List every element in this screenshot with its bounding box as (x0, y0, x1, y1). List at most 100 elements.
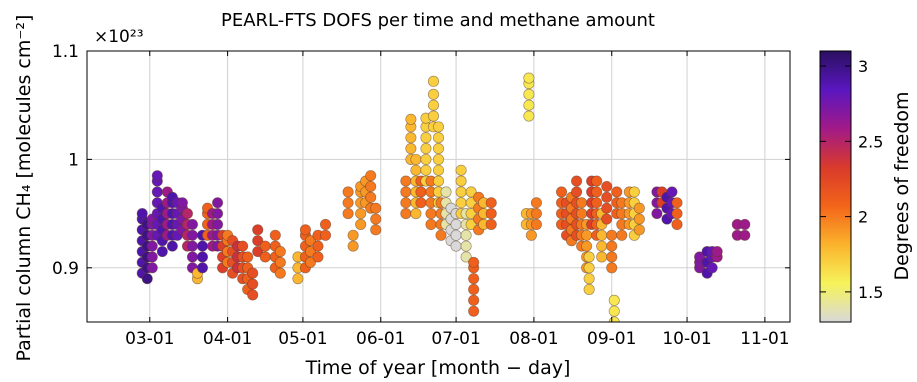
data-point (420, 143, 432, 155)
data-point (530, 197, 542, 209)
data-point (365, 180, 377, 193)
data-point (319, 229, 332, 241)
data-point (435, 229, 447, 241)
data-point (427, 110, 440, 122)
plot-frame (86, 50, 791, 323)
data-point (468, 283, 480, 296)
data-point (299, 224, 311, 236)
data-point (136, 208, 148, 220)
data-point (400, 175, 412, 187)
data-point (432, 164, 445, 176)
data-point (465, 197, 477, 209)
data-point (274, 256, 286, 268)
data-point (432, 132, 445, 144)
data-point (583, 251, 595, 263)
data-point (460, 240, 472, 252)
data-point (146, 251, 158, 263)
data-point (671, 197, 683, 209)
data-point (312, 240, 324, 252)
data-point (237, 240, 249, 252)
data-point (606, 262, 618, 274)
data-point (247, 267, 259, 279)
data-point (405, 113, 417, 125)
data-point (706, 262, 718, 274)
data-point (611, 186, 623, 198)
data-point (365, 170, 377, 182)
y-axis-label: Partial column CH₄ [molecules cm⁻²] (13, 15, 35, 362)
data-point (633, 224, 645, 236)
colorbar-tick-label: 3 (858, 57, 868, 76)
data-point (671, 208, 683, 220)
data-point (252, 245, 264, 258)
x-tick-label: 04-01 (203, 329, 252, 349)
data-point (400, 197, 412, 209)
data-point (432, 121, 445, 133)
data-point (432, 175, 445, 187)
data-point (523, 88, 535, 100)
y-tick-label: 0.9 (52, 259, 79, 279)
x-tick-label: 03-01 (125, 329, 174, 349)
data-point (628, 186, 640, 198)
data-point (523, 72, 535, 84)
data-point (468, 256, 480, 268)
data-point (583, 283, 595, 296)
data-point (571, 186, 583, 198)
data-point (485, 218, 497, 230)
y-axis: 0.9 1 1.1 (52, 42, 790, 279)
data-point (181, 208, 193, 220)
data-point (591, 186, 603, 198)
data-point (252, 235, 264, 247)
data-point (571, 175, 583, 187)
data-point (304, 256, 317, 268)
data-point (523, 110, 535, 122)
data-point (581, 229, 593, 241)
chart-title: PEARL-FTS DOFS per time and methane amou… (221, 10, 655, 31)
data-point (415, 186, 427, 198)
data-point (146, 240, 158, 252)
data-point (555, 186, 568, 198)
data-point (581, 240, 593, 252)
data-point (523, 99, 535, 111)
data-point (269, 229, 281, 241)
data-point (420, 164, 432, 176)
x-tick-label: 06-01 (356, 329, 405, 349)
data-point (400, 208, 412, 220)
data-point (633, 213, 645, 225)
data-point (370, 202, 382, 214)
data-point (583, 273, 595, 285)
data-point (259, 251, 271, 263)
data-point (259, 240, 271, 252)
data-point (196, 262, 209, 274)
x-tick-label: 08-01 (509, 329, 558, 349)
data-point (370, 224, 382, 236)
x-axis: 03-01 04-01 05-01 06-01 07-01 08-01 09-01 10-01… (125, 51, 790, 349)
data-point (465, 218, 477, 230)
colorbar-tick-label: 1.5 (858, 283, 883, 302)
x-tick-label: 05-01 (278, 329, 327, 349)
data-point (342, 208, 354, 220)
data-point (455, 197, 467, 209)
data-point (601, 213, 613, 225)
data-point (425, 208, 437, 220)
data-point (616, 229, 628, 241)
data-point (671, 218, 683, 230)
data-point (212, 218, 224, 230)
data-point (176, 197, 188, 209)
data-point (591, 175, 603, 187)
data-point (410, 153, 422, 165)
data-point (292, 273, 304, 285)
data-point (212, 208, 224, 220)
x-tick-label: 10-01 (662, 329, 711, 349)
data-point (186, 240, 198, 252)
data-point (450, 240, 462, 252)
data-point (711, 245, 723, 258)
data-point (410, 164, 422, 176)
data-point (460, 229, 472, 241)
data-point (468, 294, 480, 306)
data-point (596, 251, 608, 263)
data-point (465, 208, 477, 220)
data-point (455, 186, 467, 198)
colorbar-label: Degrees of freedom (891, 91, 913, 280)
data-point (468, 305, 480, 317)
